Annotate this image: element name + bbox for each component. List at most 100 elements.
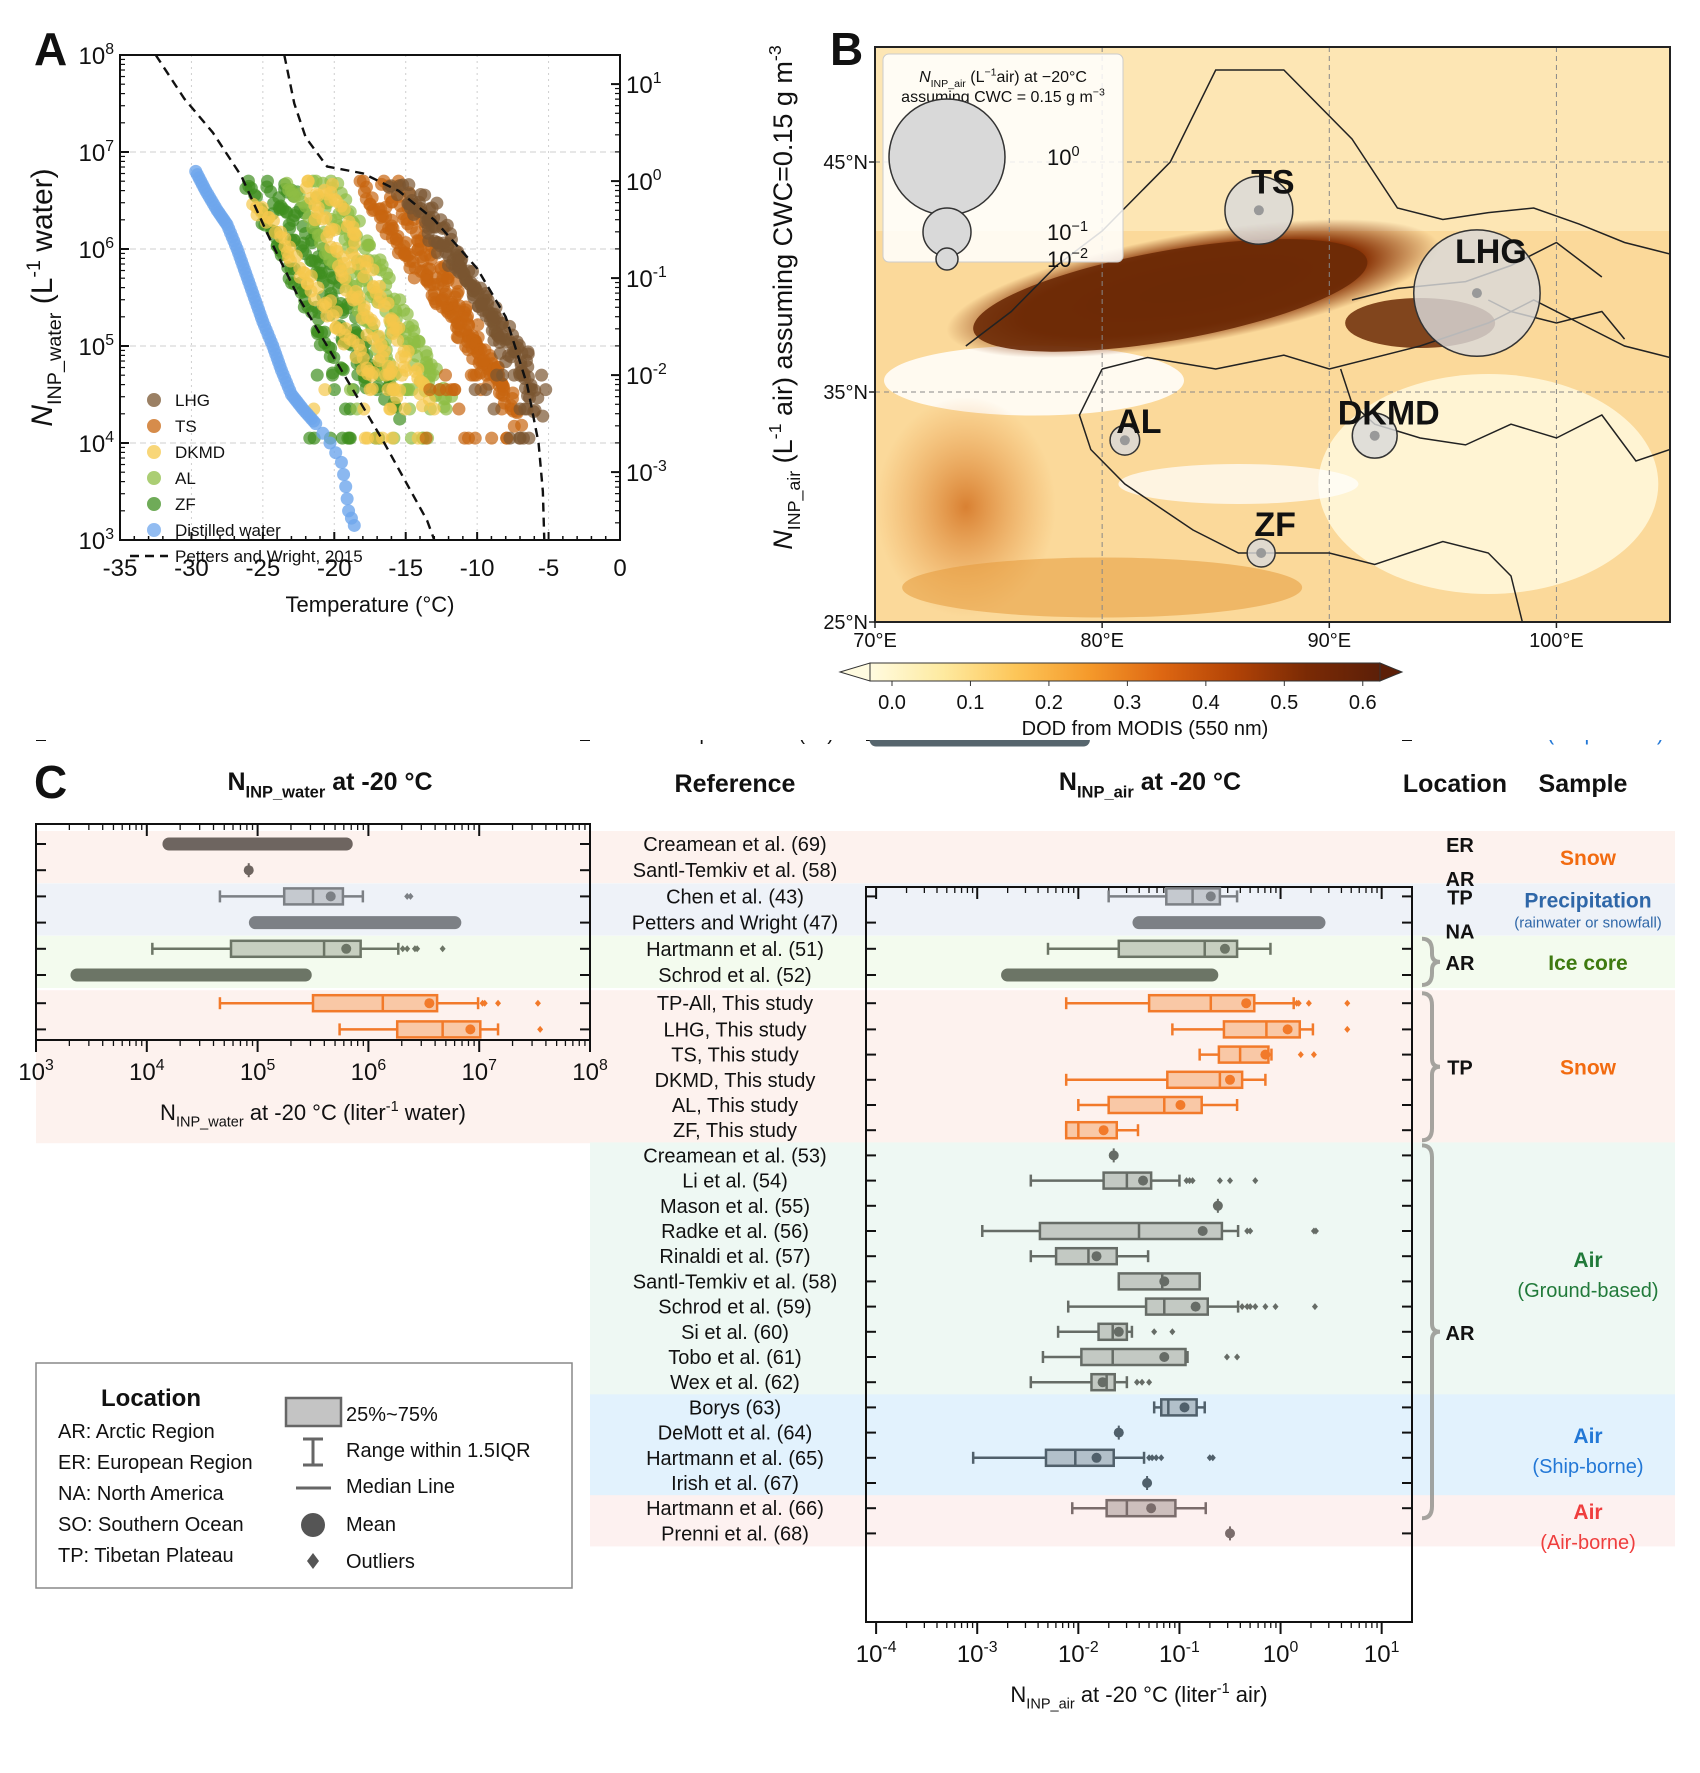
site-point-ts [1253,205,1264,216]
reference-label: Petters and Wright (47) [632,913,838,935]
mean-marker [1219,943,1230,954]
band-row-5 [590,1394,1675,1496]
outlier-marker [1206,1454,1213,1462]
location-code: TP [1447,1058,1473,1080]
sample-label: Air [1573,1425,1602,1448]
legend-label: DKMD [175,443,225,462]
location-bracket [1421,936,1441,987]
mean-marker [1282,1024,1293,1035]
x-tick-label: -20 [317,555,352,582]
data-point-distilled-water [309,417,323,431]
outlier-marker [534,999,541,1007]
outlier-marker [404,892,411,900]
outlier-marker [1151,1328,1158,1336]
y-tick-label: 105 [78,332,114,361]
outlier-marker [1312,1227,1319,1235]
data-point-al [424,368,438,382]
reference-label: AL, This study [672,1095,798,1117]
legend-label: LHG [175,391,210,410]
lon-tick-label: 90°E [1307,630,1351,652]
data-point-dkmd [268,225,282,239]
location-code: AR [1446,1323,1475,1345]
data-point-dkmd [326,309,340,323]
legend-marker-distilled-water [147,523,161,537]
colorbar-extend-high [1379,662,1404,682]
mean-marker [1146,1503,1157,1514]
outlier-marker [1297,1051,1304,1059]
data-point-dkmd [316,212,330,226]
data-point-distilled-water [329,446,343,460]
sample-label: Air [1573,1501,1602,1524]
lon-tick-label: 70°E [853,630,897,652]
reference-label: DeMott et al. (64) [658,1423,813,1445]
data-point-dkmd [318,383,332,397]
legend-marker-zf [147,497,161,511]
data-point-dkmd [369,431,383,445]
location-code: AR [1446,869,1475,891]
iqr-box [1144,1297,1210,1316]
y-tick-label: 107 [78,138,114,167]
data-point-al [362,238,376,252]
data-point-lhg [474,297,488,311]
legend-box-symbol [284,1396,343,1428]
colorbar-tick-label: 0.4 [1192,692,1220,714]
mean-marker [1098,1125,1109,1136]
data-point-ts [404,221,418,235]
data-point-zf [327,383,341,397]
iqr-box [1064,1120,1119,1140]
legend-label: TS [175,417,197,436]
x-tick-label: 108 [572,1057,608,1086]
scatter-points [189,164,553,532]
data-point-zf [326,368,340,382]
x-tick-label: 100 [1263,1639,1299,1668]
data-point-ts [462,431,476,445]
mean-marker [1091,1251,1102,1262]
iqr-box [311,993,439,1013]
data-point-zf [393,412,407,426]
data-point-dkmd [373,279,387,293]
data-point-dkmd [391,333,405,347]
outlier-marker [439,945,446,953]
panel-c-boxplots: NINP_water at -20 °C Reference NINP_air at… [18,740,1675,1713]
legend-bubble-label: 100 [1047,144,1080,170]
reference-column: Creamean et al. (69) Santl-Temkiv et al. … [632,740,838,1545]
legend-mean-symbol [301,1513,325,1537]
site-label-dkmd: DKMD [1338,394,1440,432]
map-frame [874,46,1671,623]
snow-mask [1118,464,1359,504]
data-point-ts [452,402,466,416]
lon-tick-label: 100°E [1529,630,1584,652]
outlier-marker [1344,1025,1351,1033]
data-point-ts [433,383,447,397]
data-point-zf [338,402,352,416]
data-point-ts [390,236,404,250]
site-label-zf: ZF [1254,506,1296,544]
location-header: Location [1403,770,1507,798]
data-point-zf [335,431,349,445]
iqr-box [395,1020,482,1039]
x-tick-label: 10-2 [1058,1639,1099,1668]
reference-label: DKMD, This study [655,1070,816,1092]
data-point-zf [323,349,337,363]
location-code: TP [1447,887,1473,909]
data-point-ts [467,368,481,382]
legend-marker-al [147,471,161,485]
reference-label: Hartmann et al. (66) [646,1498,824,1520]
legend-marker-lhg [147,393,161,407]
data-point-dkmd [278,239,292,253]
reference-label: Santl-Temkiv et al. (58) [633,860,838,882]
data-point-lhg [486,310,500,324]
reference-label: Li et al. (54) [682,1171,788,1193]
outlier-marker [1244,1303,1251,1311]
iqr-box [1107,1095,1203,1115]
sample-label: Air (Ship-borne) [1512,740,1664,745]
legend-outlier-symbol [307,1553,319,1569]
colorbar-gradient [869,662,1381,682]
legend-box: Location AR: Arctic Region ER: European Re… [35,1362,573,1589]
y2-axis-label: NINP_air (L-1 air) assuming CWC=0.15 g m… [765,45,805,550]
data-point-dkmd [377,299,391,313]
data-point-lhg [402,178,416,192]
data-point-dkmd [379,368,393,382]
outlier-marker [414,945,421,953]
site-markers: TS LHG AL DKMD ZF [1109,163,1541,568]
